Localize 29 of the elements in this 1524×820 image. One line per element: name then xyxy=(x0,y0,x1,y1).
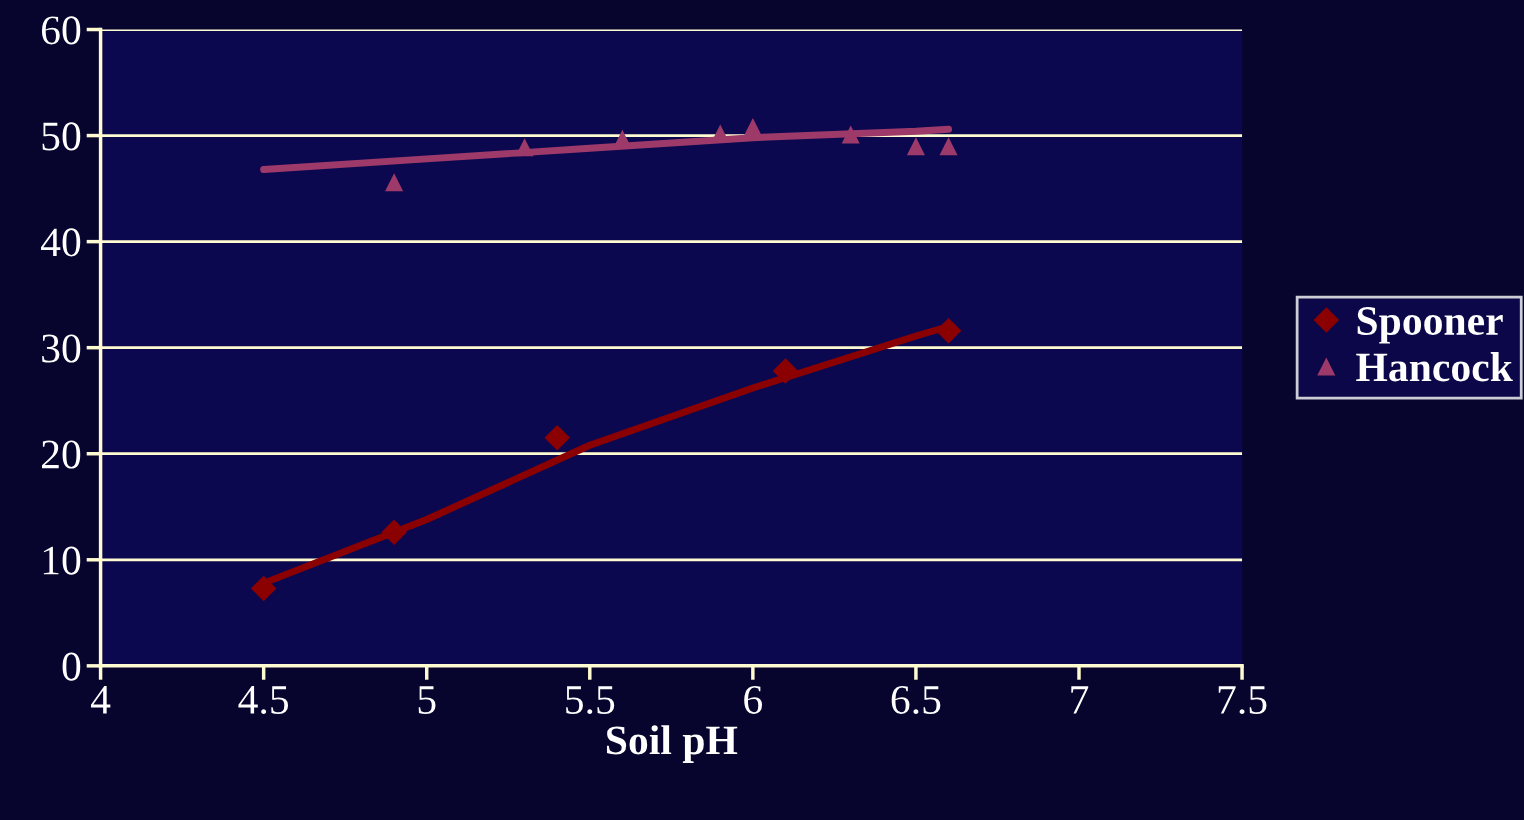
y-tick-label: 50 xyxy=(42,122,81,151)
x-tick-label: 6.5 xyxy=(891,685,941,715)
y-tick-label: 30 xyxy=(42,334,81,363)
point xyxy=(544,425,570,451)
point xyxy=(743,118,762,137)
x-tick-label: 5.5 xyxy=(566,686,615,715)
point xyxy=(935,317,962,344)
y-tick-label: 0 xyxy=(62,652,81,681)
point xyxy=(381,519,407,545)
point xyxy=(250,575,277,602)
x-tick-label: 5 xyxy=(418,686,436,714)
legend-label: Hancock xyxy=(1356,352,1513,382)
y-tick-label: 10 xyxy=(43,546,81,575)
y-tick-label: 40 xyxy=(40,228,81,257)
x-tick-label: 4 xyxy=(90,686,111,714)
x-tick-label: 7 xyxy=(1071,686,1089,714)
y-tick-label: 20 xyxy=(42,440,81,469)
x-tick-label: 4.5 xyxy=(238,686,289,715)
point xyxy=(385,173,404,192)
x-tick-label: 6 xyxy=(744,685,763,714)
point xyxy=(906,137,925,156)
legend-label: Spooner xyxy=(1357,307,1503,344)
point xyxy=(841,125,860,144)
x-tick-label: 7.5 xyxy=(1218,686,1267,715)
x-axis-title: Soil pH xyxy=(606,725,738,763)
point xyxy=(772,358,799,384)
point xyxy=(515,138,534,157)
point xyxy=(939,137,958,156)
y-tick-label: 60 xyxy=(41,16,81,45)
